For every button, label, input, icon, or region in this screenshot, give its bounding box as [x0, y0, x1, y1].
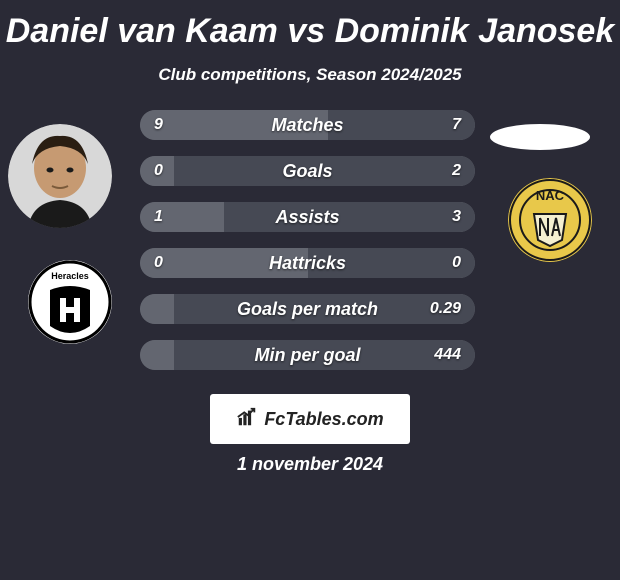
attribution-badge: FcTables.com — [210, 394, 410, 444]
svg-text:NAC: NAC — [536, 188, 565, 203]
stats-bars: 97Matches 02Goals 13Assists 00Hattricks 0.29… — [140, 110, 475, 386]
page-title: Daniel van Kaam vs Dominik Janosek — [0, 0, 620, 51]
player2-portrait — [490, 122, 590, 152]
stat-label: Goals per match — [140, 294, 475, 324]
attribution-text: FcTables.com — [264, 409, 383, 430]
stat-row: 13Assists — [140, 202, 475, 232]
title-player2: Dominik Janosek — [335, 12, 615, 50]
stat-row: 02Goals — [140, 156, 475, 186]
stat-row: 444Min per goal — [140, 340, 475, 370]
stat-row: 00Hattricks — [140, 248, 475, 278]
stat-row: 97Matches — [140, 110, 475, 140]
title-player1: Daniel van Kaam — [6, 12, 278, 50]
stat-label: Goals — [140, 156, 475, 186]
title-vs: vs — [287, 12, 325, 50]
player2-club-badge: NAC — [508, 178, 592, 262]
svg-text:Heracles: Heracles — [51, 271, 89, 281]
stat-label: Matches — [140, 110, 475, 140]
stat-label: Min per goal — [140, 340, 475, 370]
player1-portrait — [8, 124, 112, 228]
stat-label: Assists — [140, 202, 475, 232]
stat-label: Hattricks — [140, 248, 475, 278]
subtitle: Club competitions, Season 2024/2025 — [0, 65, 620, 85]
date-stamp: 1 november 2024 — [0, 454, 620, 475]
attribution-icon — [236, 406, 258, 433]
player1-club-badge: Heracles — [28, 260, 112, 344]
stat-row: 0.29Goals per match — [140, 294, 475, 324]
